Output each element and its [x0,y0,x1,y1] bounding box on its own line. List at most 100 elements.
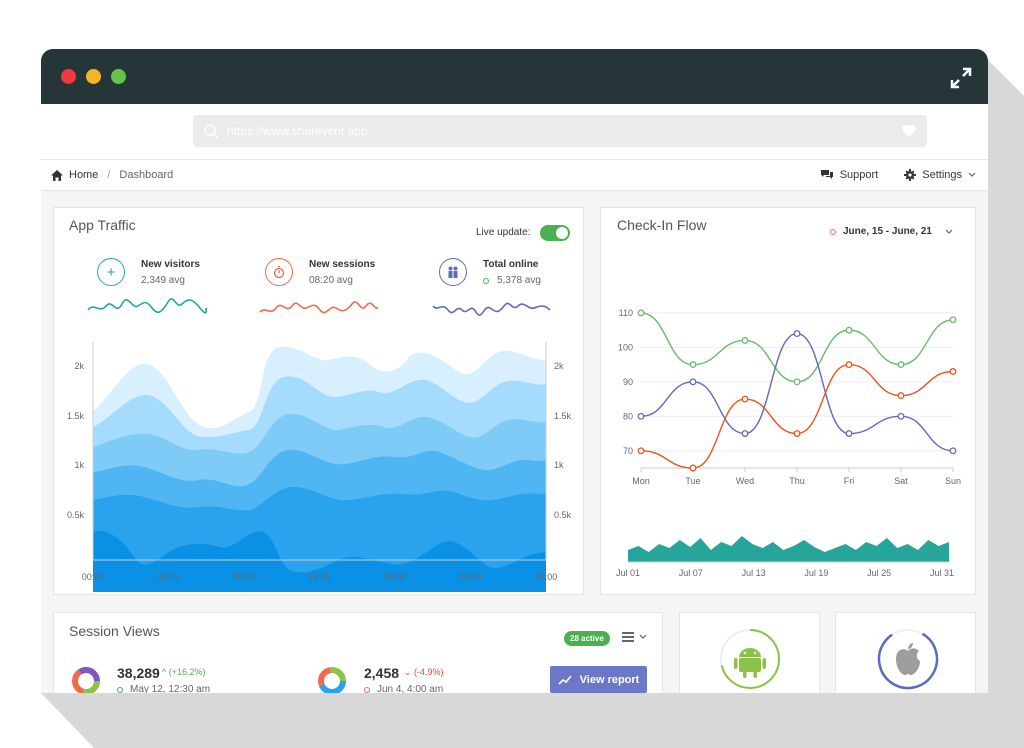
traffic-stream-chart: 2k 1.5k 1k 0.5k 2k 1.5k 1k 0.5k 00:00 04… [67,342,572,592]
data-point [897,392,905,400]
view-report-label: View report [579,673,640,686]
y-tick-right: 1.5k [554,411,572,421]
live-update-toggle[interactable] [540,225,570,241]
x-tick-label: Thu [789,476,805,486]
status-dot-icon [117,687,123,693]
view-report-button[interactable]: View report [550,666,647,693]
x-tick-label: Sun [945,476,961,486]
apple-card [835,612,976,693]
active-badge: 28 active [564,631,610,646]
heart-icon[interactable] [901,124,917,138]
breadcrumb-bar: Home / Dashboard Support Settings [41,159,988,191]
x-tick-label: Mon [632,476,650,486]
minimize-window-button[interactable] [86,69,101,84]
data-point [793,330,801,338]
y-tick-left: 2k [74,361,84,371]
stat-name: New visitors [141,259,200,270]
y-tick-label: 100 [618,342,633,352]
y-tick-right: 2k [554,361,564,371]
mini-x-tick-label: Jul 25 [867,568,891,578]
android-icon [734,648,766,678]
stat-change: ⌄ (-4.9%) [404,667,444,677]
x-tick-label: Sat [894,476,908,486]
sparkline-sessions [259,301,379,314]
status-dot-icon [364,687,370,693]
data-point [689,464,697,472]
x-tick-label: Fri [844,476,855,486]
stream-layers [93,346,546,592]
stream-layer-6 [93,531,546,592]
stat-date: Jun 4, 4:00 am [377,684,444,693]
list-menu-button[interactable] [622,632,647,642]
y-tick-label: 70 [623,446,633,456]
data-point [689,378,697,386]
x-tick: 00:00 [535,572,558,582]
y-tick-left: 1k [74,460,84,470]
data-point [949,316,957,324]
title-bar [41,49,988,104]
breadcrumb-separator: / [107,169,111,181]
live-update-label: Live update: [476,227,531,238]
address-bar[interactable] [193,115,927,147]
stat-name: New sessions [309,259,376,270]
stat-name: Total online [483,259,539,270]
stat-new-visitors: + New visitors 2,349 avg [97,258,257,318]
stat-date: May 12, 12:30 am [130,684,211,693]
data-point [637,447,645,455]
date-range-picker[interactable]: June, 15 - June, 21 [830,226,953,237]
card-title: Check-In Flow [617,217,707,233]
stat-value: 08:20 avg [309,275,353,286]
card-title: App Traffic [69,217,136,233]
settings-menu[interactable]: Settings [922,169,962,181]
data-point [845,326,853,334]
check-in-line-chart: 110 100 90 80 70 Mon Tue Wed Thu Fri Sat Sun [618,308,961,486]
sparkline-online [432,302,551,316]
online-dot-icon [483,278,489,284]
menu-icon [622,632,634,642]
sparklines [87,298,551,316]
data-point [741,337,749,344]
url-input[interactable] [227,115,827,147]
data-point [845,430,853,437]
mini-x-tick-label: Jul 31 [930,568,954,578]
session-views-card: Session Views 28 active 38,289 ^ (+16.2%… [53,612,663,693]
x-tick: 16:00 [384,572,407,582]
plus-icon: + [97,258,125,286]
x-tick: 00:00 [82,572,105,582]
data-point [637,309,645,317]
close-window-button[interactable] [61,69,76,84]
data-point [949,368,957,375]
support-link[interactable]: Support [839,169,879,181]
x-tick-label: Tue [685,476,700,486]
donut-chart-icon [72,667,100,693]
support-icon [820,170,833,179]
sparkline-visitors [87,298,208,314]
android-progress-ring [720,629,780,689]
apple-icon [896,643,920,675]
mini-x-tick-label: Jul 07 [679,568,703,578]
x-tick: 12:00 [308,572,331,582]
data-point [897,361,905,369]
check-in-flow-card: Check-In Flow June, 15 - June, 21 110 100… [600,207,976,595]
fullscreen-icon[interactable] [950,67,972,89]
breadcrumb-current: Dashboard [119,169,174,181]
home-icon [51,169,63,181]
stat-total-online: Total online 5,378 avg [439,258,579,318]
data-point [793,430,801,437]
mini-x-tick-label: Jul 01 [616,568,640,578]
data-point [689,361,697,369]
search-icon [204,124,219,139]
card-title: Session Views [69,623,160,639]
check-in-mini-area-chart: Jul 01 Jul 07 Jul 13 Jul 19 Jul 25 Jul 31 [616,536,954,578]
breadcrumb-home[interactable]: Home [69,169,99,181]
mini-x-tick-label: Jul 19 [804,568,828,578]
apple-progress-ring [877,628,939,690]
x-tick: 20:00 [459,572,482,582]
data-point [741,430,749,437]
date-range-label: June, 15 - June, 21 [843,226,932,237]
y-tick-label: 90 [623,377,633,387]
y-tick-right: 0.5k [554,510,572,520]
maximize-window-button[interactable] [111,69,126,84]
y-tick-right: 1k [554,460,564,470]
stat-value: 2,458 [364,665,400,681]
